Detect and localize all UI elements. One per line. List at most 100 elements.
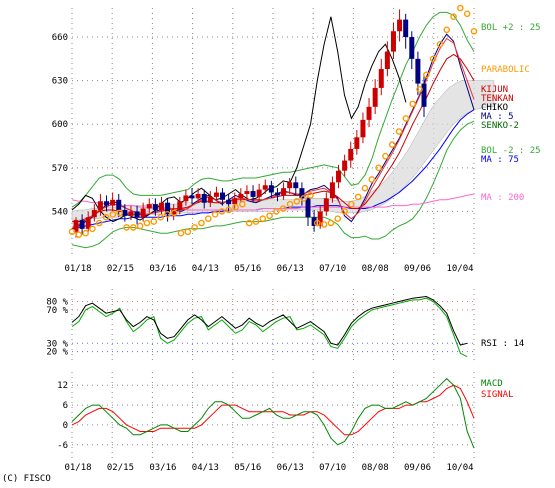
candle-body: [110, 199, 116, 206]
rsi-tick-label: 80 %: [46, 298, 68, 308]
series-ma-200: [71, 193, 475, 211]
parabolic-dot: [388, 141, 396, 148]
candle-body: [323, 198, 329, 212]
parabolic-dot: [198, 219, 205, 227]
parabolic-dot: [327, 219, 335, 227]
candle-body: [244, 191, 250, 194]
legend-entry-signal: SIGNAL: [481, 390, 514, 400]
x-tick-label: 01/18: [64, 463, 91, 473]
candle-body: [97, 201, 103, 210]
parabolic-dot: [313, 219, 321, 227]
parabolic-dot: [300, 195, 307, 202]
y-tick-label: 570: [52, 164, 68, 174]
candle-body: [415, 58, 421, 84]
legend-entry-rsi: RSI : 14: [481, 339, 524, 349]
parabolic-dot: [123, 224, 130, 231]
candle-body: [189, 195, 195, 199]
x-tick-label: 09/06: [404, 264, 431, 274]
legend-entry: MA : 200: [481, 193, 524, 203]
x-tick-label: 02/15: [107, 463, 134, 473]
legend-entry: PARABOLIC: [481, 65, 530, 75]
candle-body: [262, 185, 268, 190]
parabolic-dot: [204, 215, 212, 222]
series-tenkan: [71, 37, 475, 228]
parabolic-dot: [184, 228, 192, 236]
candle-body: [195, 193, 201, 199]
parabolic-dot: [402, 115, 410, 122]
candle-body: [158, 202, 164, 210]
parabolic-dot: [177, 229, 185, 237]
candle-body: [360, 119, 366, 138]
parabolic-dot: [89, 225, 96, 233]
candle-body: [146, 204, 152, 209]
candle-body: [232, 198, 238, 205]
parabolic-dot: [239, 200, 246, 208]
x-tick-label: 04/13: [192, 264, 219, 274]
parabolic-dot: [130, 224, 137, 231]
parabolic-dot: [273, 208, 280, 215]
series-chiko: [71, 16, 407, 223]
candle-body: [128, 211, 134, 216]
candle-body: [256, 189, 262, 197]
parabolic-dot: [259, 215, 267, 222]
series-macd: [71, 377, 475, 449]
parabolic-dot: [211, 211, 219, 218]
candle-body: [317, 211, 323, 226]
candle-body: [281, 188, 287, 196]
x-tick-label: 07/10: [319, 264, 346, 274]
candle-body: [372, 87, 378, 107]
candle-body: [348, 148, 354, 161]
parabolic-dot: [191, 224, 198, 231]
candle-body: [274, 192, 280, 196]
parabolic-dot: [150, 218, 158, 225]
x-tick-label: 02/15: [107, 264, 134, 274]
legend-entry: MA : 75: [481, 155, 519, 165]
parabolic-dot: [348, 200, 355, 208]
candle-body: [220, 192, 226, 200]
parabolic-dot: [116, 209, 123, 217]
parabolic-dot: [136, 222, 144, 230]
parabolic-dot: [232, 203, 239, 211]
parabolic-dot: [95, 219, 103, 227]
series-bol-2-25: [71, 11, 475, 208]
candle-body: [165, 202, 171, 215]
parabolic-dot: [450, 13, 457, 21]
parabolic-dot: [409, 100, 416, 108]
y-tick-label: 6: [63, 401, 68, 411]
parabolic-dot: [361, 184, 369, 192]
parabolic-dot: [368, 176, 376, 183]
legend-entry: CHIKO: [481, 103, 508, 113]
y-tick-label: 660: [52, 33, 68, 43]
copyright-text: (C) FISCO: [2, 474, 51, 484]
x-tick-label: 10/04: [446, 463, 473, 473]
x-tick-label: 01/18: [64, 264, 91, 274]
y-tick-label: 630: [52, 77, 68, 87]
macd-panel: 12 6 0 -6 01/18 02/15 03/16 04/13 05/16 06/13 07/1…: [57, 372, 475, 473]
candle-body: [293, 182, 299, 189]
parabolic-dot: [457, 4, 464, 12]
candle-body: [305, 198, 311, 218]
parabolic-dot: [143, 219, 151, 227]
candle-body: [226, 199, 232, 205]
candle-body: [238, 193, 244, 199]
parabolic-dot: [157, 213, 164, 221]
legend-entry: BOL +2 : 25: [481, 23, 541, 33]
candle-body: [104, 201, 110, 206]
y-tick-label: 0: [63, 421, 68, 431]
parabolic-dot: [423, 71, 430, 79]
legend-entry: SENKO-2: [481, 121, 519, 131]
parabolic-dot: [293, 197, 301, 205]
parabolic-dot: [82, 229, 89, 237]
candle-body: [403, 19, 409, 38]
candle-body: [152, 204, 158, 210]
series-rsi-alt: [71, 297, 468, 358]
parabolic-dot: [470, 27, 478, 35]
candle-body: [171, 209, 177, 215]
parabolic-dot: [225, 206, 233, 214]
parabolic-dot: [436, 41, 444, 48]
candle-body: [342, 160, 348, 171]
candle-body: [79, 220, 85, 229]
rsi-panel: 80 %70 % 30 %20 %: [46, 289, 475, 360]
